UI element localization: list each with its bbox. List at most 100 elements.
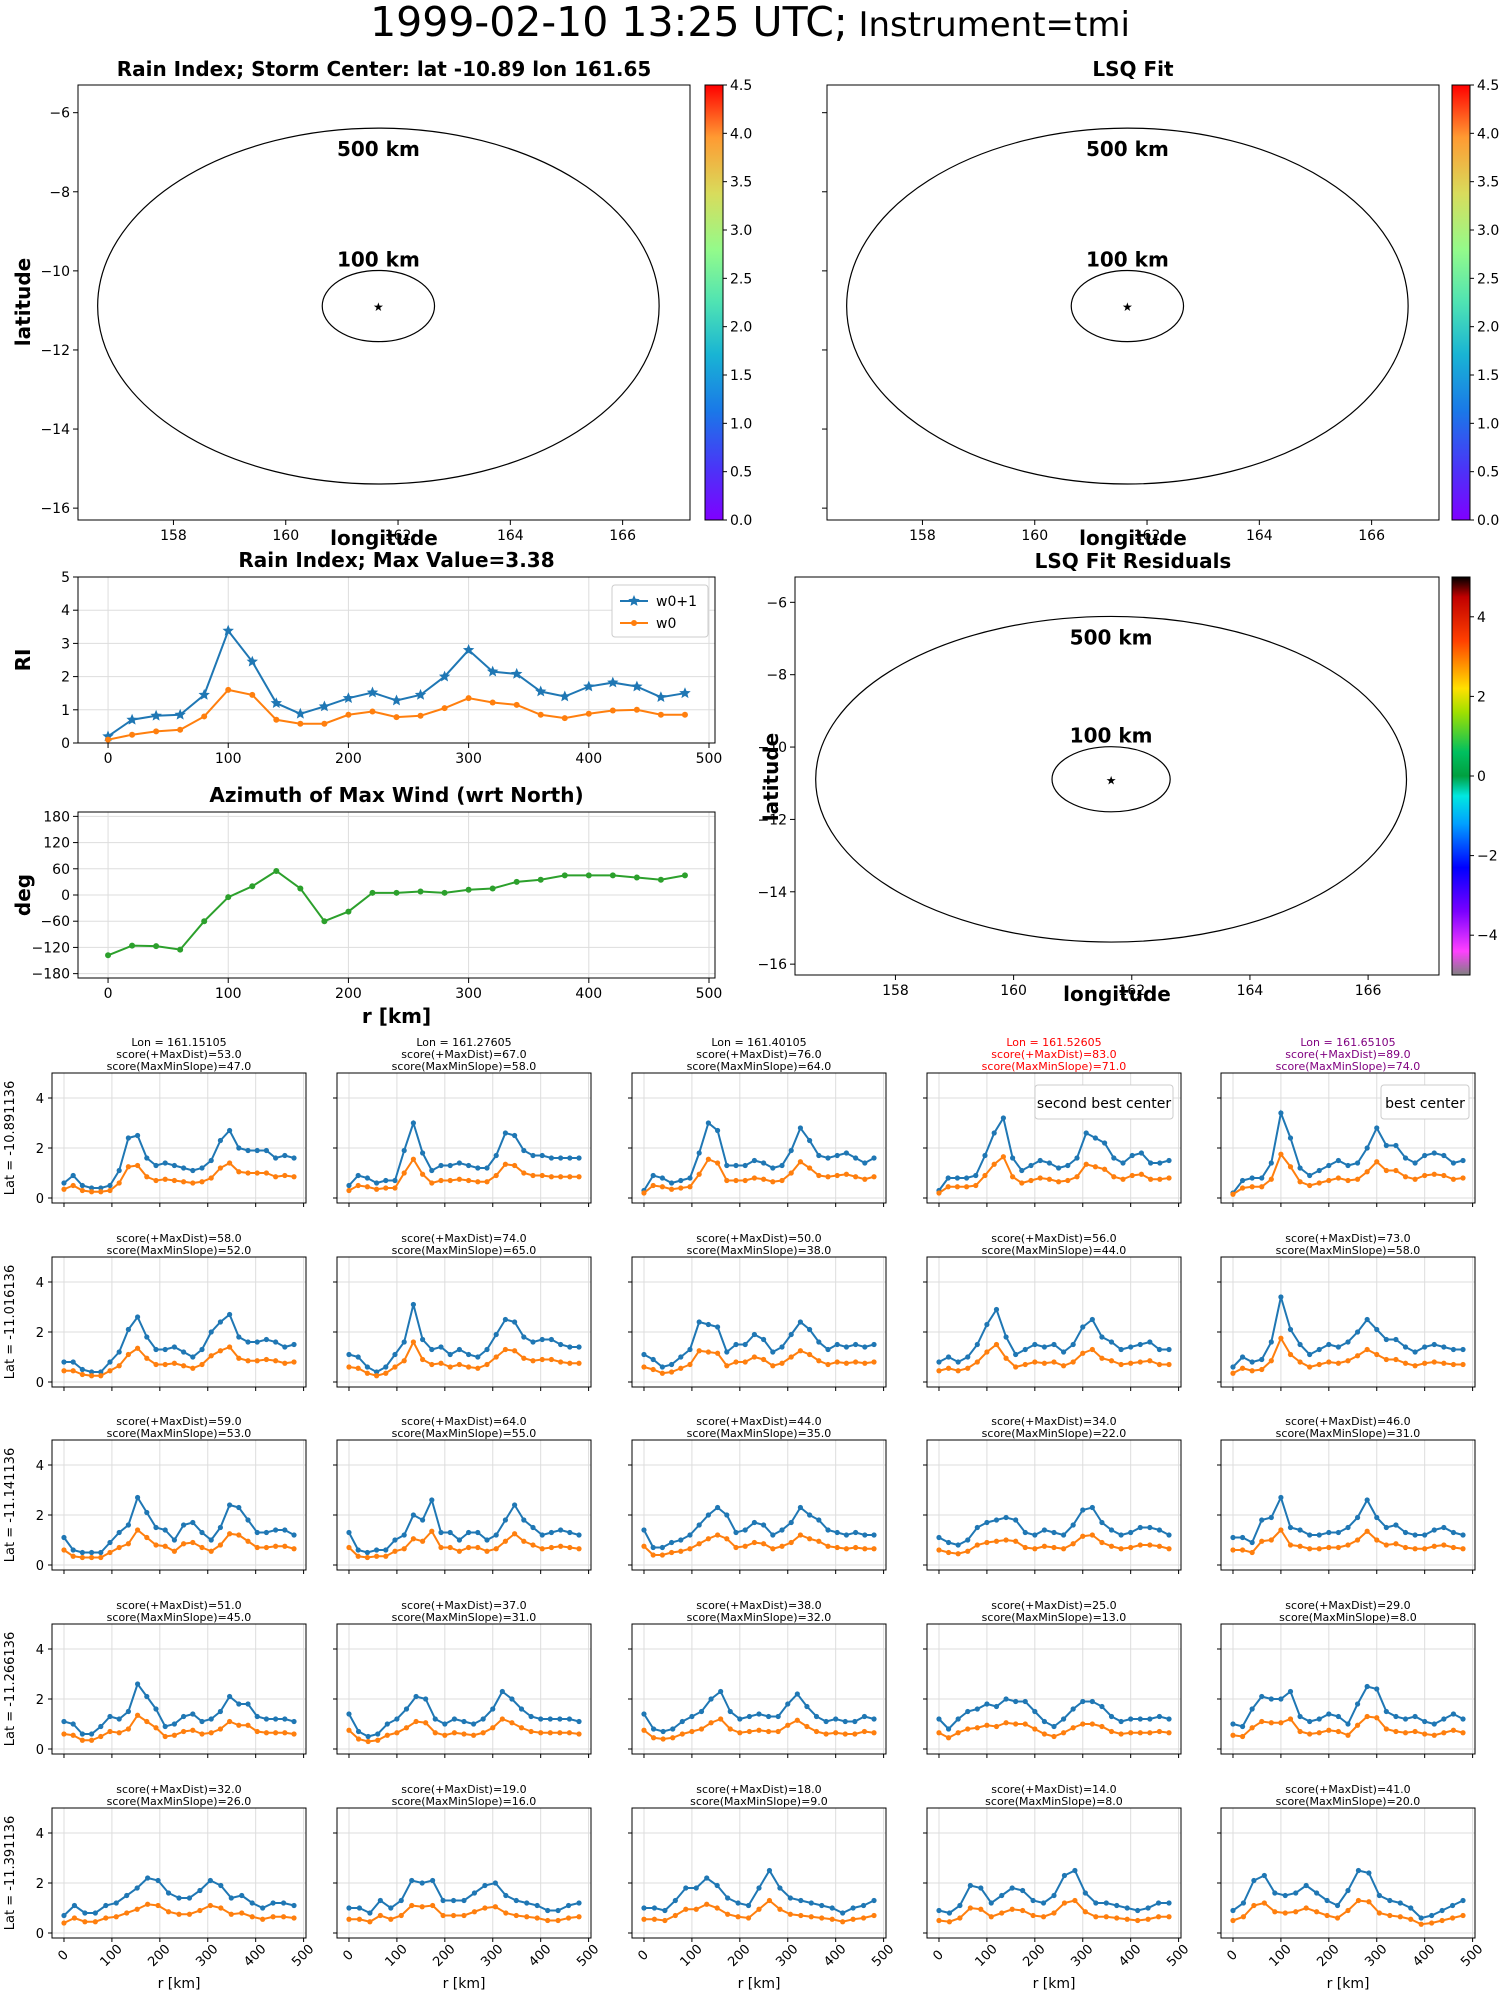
map-cell (1061, 523, 1076, 538)
map-cell (158, 327, 173, 342)
colorbar-tick-label: 1.0 (730, 416, 752, 432)
map-cell (1089, 229, 1104, 244)
map-cell (1352, 707, 1367, 722)
map-cell (452, 173, 467, 188)
map-cell (382, 229, 397, 244)
panel-data-point (1009, 1174, 1016, 1180)
map-cell (865, 117, 880, 132)
map-cell (1117, 355, 1132, 370)
map-cell (1201, 383, 1216, 398)
map-cell (200, 215, 215, 230)
panel-data-point (705, 1156, 711, 1162)
map-cell (1394, 931, 1409, 946)
map-cell (1061, 439, 1076, 454)
map-cell (1089, 103, 1104, 118)
map-cell (130, 243, 145, 258)
panel-data-point (199, 1165, 205, 1171)
map-cell (424, 117, 439, 132)
panel-data-point (438, 1162, 444, 1169)
map-cell (256, 411, 271, 426)
map-cell (1243, 369, 1258, 384)
map-cell (1324, 693, 1339, 708)
map-cell (1341, 103, 1356, 118)
map-cell (1296, 847, 1311, 862)
map-cell (368, 439, 383, 454)
map-cell (1128, 889, 1143, 904)
panel-data-point (1111, 1174, 1117, 1180)
map-cell (1128, 665, 1143, 680)
map-cell (890, 959, 905, 974)
map-cell (1341, 341, 1356, 356)
map-cell (1338, 749, 1353, 764)
map-cell (1044, 623, 1059, 638)
map-cell (1366, 609, 1381, 624)
map-cell (256, 355, 271, 370)
map-cell (1103, 383, 1118, 398)
map-cell (1019, 299, 1034, 314)
map-cell (1159, 355, 1174, 370)
map-cell (564, 355, 579, 370)
panel-data-point (1102, 1140, 1108, 1146)
map-cell (102, 383, 117, 398)
map-cell (1268, 847, 1283, 862)
map-cell (1030, 665, 1045, 680)
map-cell (536, 313, 551, 328)
map-cell (1019, 425, 1034, 440)
map-cell (1072, 609, 1087, 624)
map-cell (550, 145, 565, 160)
map-cell (200, 327, 215, 342)
map-cell (592, 103, 607, 118)
panel-data-point (1431, 1150, 1437, 1156)
map-cell (1044, 791, 1059, 806)
map-cell (536, 523, 551, 538)
map-cell (918, 721, 933, 736)
panel-data-point (1092, 1164, 1099, 1170)
map-cell (1257, 117, 1272, 132)
map-cell (893, 257, 908, 272)
map-xtick-label: 162 (1134, 528, 1161, 544)
map-cell (879, 299, 894, 314)
map-cell (1310, 805, 1325, 820)
map-cell (1271, 439, 1286, 454)
map-cell (592, 481, 607, 496)
map-cell (634, 299, 649, 314)
map-cell (172, 243, 187, 258)
map-cell (974, 637, 989, 652)
map-cell (963, 495, 978, 510)
map-cell (879, 355, 894, 370)
map-cell (1226, 693, 1241, 708)
map-cell (578, 313, 593, 328)
map-cell (1299, 453, 1314, 468)
map-cell (1352, 777, 1367, 792)
panel-data-point (466, 1351, 472, 1358)
data-point-star (679, 687, 691, 699)
map-cell (1128, 679, 1143, 694)
panel-data-point (502, 1316, 509, 1323)
map-cell (834, 651, 849, 666)
map-cell (1117, 439, 1132, 454)
map-cell (1254, 931, 1269, 946)
map-cell (834, 903, 849, 918)
map-cell (904, 595, 919, 610)
data-point-star (294, 707, 307, 719)
map-cell (1352, 721, 1367, 736)
map-cell (1061, 397, 1076, 412)
map-cell (536, 355, 551, 370)
map-cell (186, 201, 201, 216)
map-cell (848, 833, 863, 848)
map-cell (634, 397, 649, 412)
map-cell (1201, 257, 1216, 272)
map-cell (890, 763, 905, 778)
colorbar-tick-label: 4.5 (730, 78, 752, 94)
map-cell (1341, 243, 1356, 258)
panel-data-point (834, 1152, 840, 1159)
map-cell (410, 299, 425, 314)
map-cell (200, 229, 215, 244)
map-cell (963, 467, 978, 482)
map-cell (946, 847, 961, 862)
map-cell (1282, 735, 1297, 750)
map-cell (1047, 383, 1062, 398)
map-cell (1397, 89, 1412, 104)
map-cell (879, 243, 894, 258)
